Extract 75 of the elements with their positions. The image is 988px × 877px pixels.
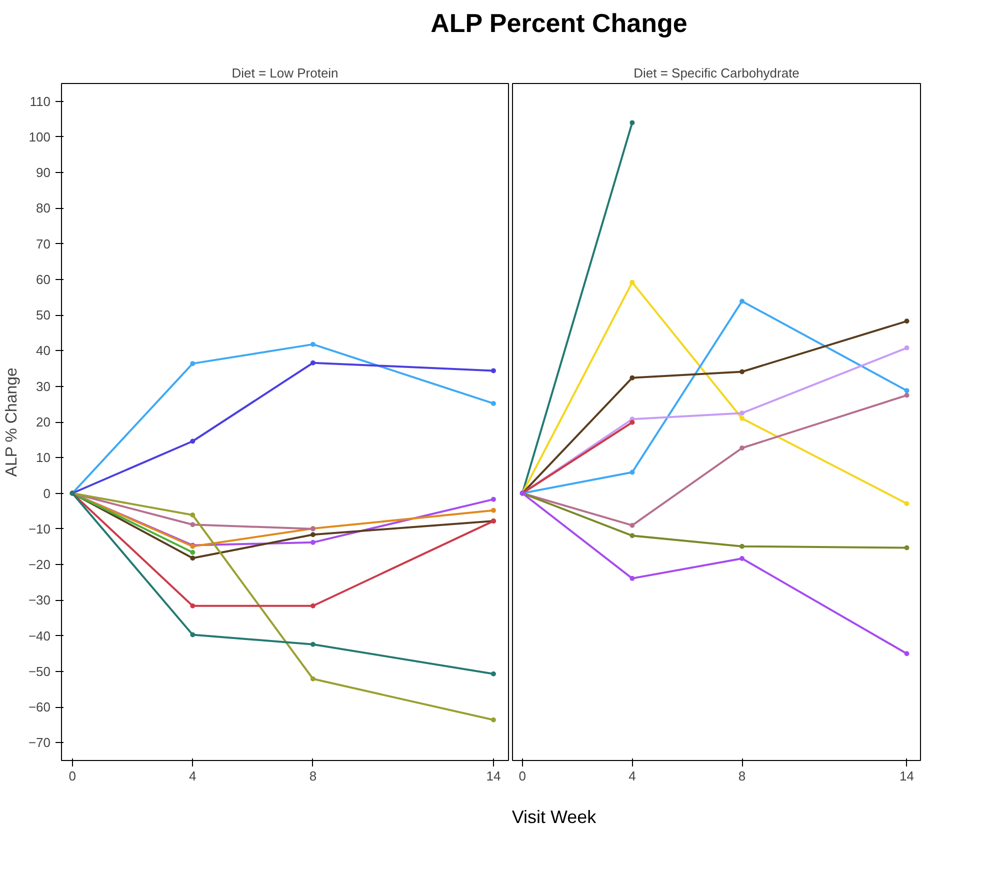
point: [740, 298, 745, 304]
point: [630, 120, 635, 126]
y-tick-label: −30: [28, 592, 51, 608]
point: [904, 392, 910, 398]
point: [490, 400, 496, 406]
y-tick-label: 0: [43, 486, 51, 501]
point: [310, 540, 316, 545]
x-tick-label: 0: [518, 768, 526, 784]
x-tick-label: 8: [309, 768, 317, 784]
point: [630, 522, 635, 528]
point: [904, 651, 910, 656]
point: [904, 388, 910, 394]
point: [190, 603, 196, 608]
point: [740, 410, 745, 416]
point: [190, 438, 196, 444]
point: [904, 345, 910, 350]
chart-subtitle: Diet = Specific Carbohydrate: [634, 66, 800, 80]
x-tick-label: 8: [738, 768, 746, 784]
point: [630, 375, 635, 380]
point: [630, 280, 635, 285]
x-tick-label: 4: [628, 768, 636, 784]
point: [740, 556, 745, 561]
y-tick-label: 90: [36, 165, 51, 180]
point: [630, 576, 635, 581]
point: [310, 342, 316, 347]
point: [904, 545, 910, 550]
y-tick-label: 110: [30, 94, 51, 109]
point: [740, 416, 745, 421]
point: [904, 318, 910, 324]
y-axis-title: ALP % Change: [3, 367, 20, 477]
point: [630, 470, 635, 475]
point: [190, 550, 196, 555]
y-tick-label: −50: [28, 664, 51, 679]
y-tick-label: 40: [36, 343, 51, 358]
point: [190, 512, 196, 518]
y-tick-label: −10: [28, 521, 51, 536]
point: [740, 369, 745, 374]
y-tick-label: 70: [36, 236, 51, 252]
point: [190, 556, 196, 561]
point: [310, 642, 316, 647]
point: [190, 632, 196, 638]
point: [490, 496, 496, 502]
point: [490, 671, 496, 676]
point: [190, 522, 196, 528]
y-tick-label: 60: [36, 272, 51, 287]
point: [740, 446, 745, 451]
point: [490, 508, 496, 513]
chart-subtitle: Diet = Low Protein: [232, 66, 338, 80]
y-tick-label: −70: [28, 735, 51, 750]
x-tick-label: 4: [189, 768, 196, 784]
point: [490, 368, 496, 374]
point: [190, 361, 196, 366]
x-tick-label: 14: [486, 768, 501, 784]
y-tick-label: −60: [28, 700, 51, 715]
point: [310, 360, 316, 366]
point: [310, 676, 316, 682]
y-tick-label: 20: [36, 414, 51, 430]
chart-title: ALP Percent Change: [430, 7, 688, 40]
point: [740, 544, 745, 549]
point: [630, 533, 635, 538]
x-axis-title: Visit Week: [512, 806, 596, 829]
y-tick-label: −40: [28, 628, 51, 644]
point: [310, 532, 316, 538]
point: [310, 603, 316, 608]
y-tick-label: 50: [36, 308, 51, 323]
point: [904, 501, 910, 506]
x-tick-label: 14: [900, 768, 914, 784]
y-tick-label: 100: [28, 129, 51, 144]
y-tick-label: −20: [28, 557, 51, 572]
y-tick-label: 10: [36, 450, 51, 466]
point: [630, 420, 635, 425]
x-tick-label: 0: [68, 768, 76, 784]
point: [490, 717, 496, 722]
y-tick-label: 80: [36, 200, 51, 216]
y-tick-label: 30: [36, 378, 51, 394]
